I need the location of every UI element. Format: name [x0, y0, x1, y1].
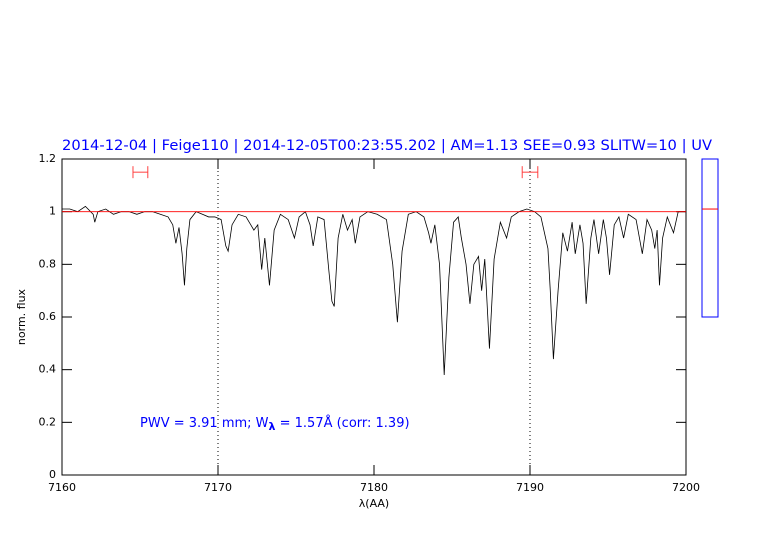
y-tick-label: 0.4	[39, 363, 57, 376]
annotation-text: PWV = 3.91 mm; W	[140, 416, 269, 431]
y-tick-label: 0	[49, 468, 56, 481]
y-axis-label: norm. flux	[15, 288, 28, 345]
x-tick-label: 7190	[516, 481, 544, 494]
x-tick-label: 7200	[672, 481, 700, 494]
x-axis-label: λ(AA)	[359, 497, 389, 510]
side-indicator-box	[701, 158, 719, 318]
chart-title: 2014-12-04 | Feige110 | 2014-12-05T00:23…	[62, 138, 712, 154]
x-tick-label: 7180	[360, 481, 388, 494]
spectrum-line	[62, 205, 686, 375]
x-tick-label: 7160	[48, 481, 76, 494]
y-tick-label: 0.8	[39, 257, 57, 270]
annotation-text: = 1.57Å (corr: 1.39)	[275, 415, 409, 431]
x-tick-label: 7170	[204, 481, 232, 494]
y-tick-label: 1.2	[39, 152, 57, 165]
annotation: PWV = 3.91 mm; Wλ = 1.57Å (corr: 1.39)	[140, 415, 410, 434]
y-tick-label: 1	[49, 205, 56, 218]
annotation-subscript: λ	[269, 420, 276, 433]
y-tick-label: 0.2	[39, 415, 57, 428]
y-tick-label: 0.6	[39, 310, 57, 323]
